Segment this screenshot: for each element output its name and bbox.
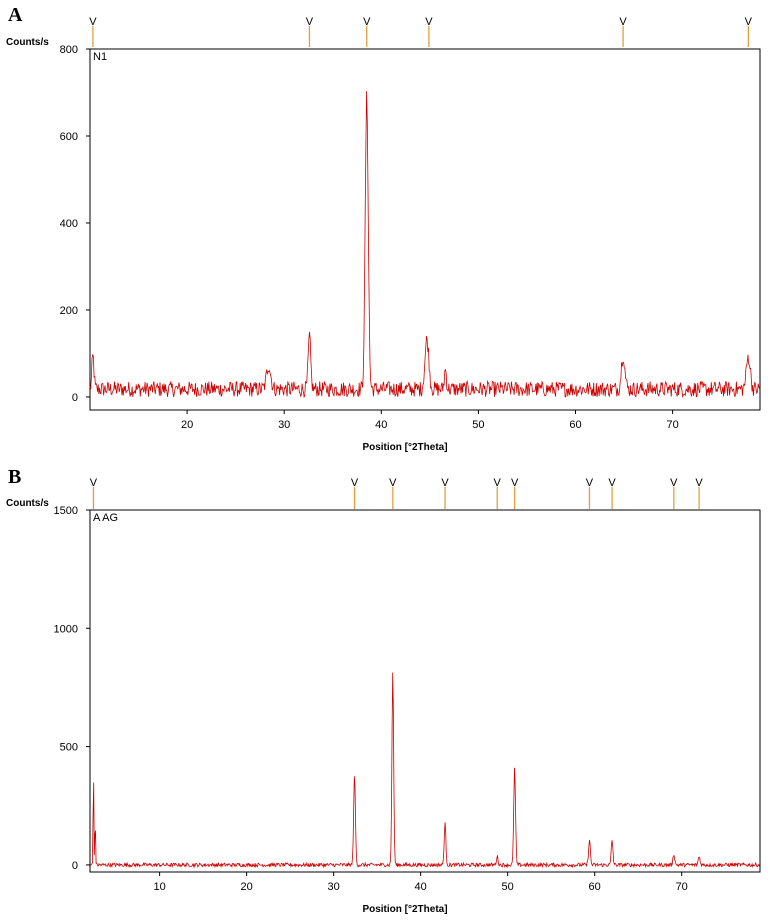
sample-label: A AG <box>93 512 118 524</box>
reference-marker-icon: V <box>389 477 397 489</box>
x-tick-label: 20 <box>181 419 193 431</box>
x-tick-label: 60 <box>569 419 581 431</box>
reference-marker-icon: V <box>306 16 314 28</box>
x-tick-label: 40 <box>415 881 427 893</box>
x-tick-label: 30 <box>278 419 290 431</box>
chart-panel-a: V V V V V V 0 200 400 600 800 20 30 40 50 60 70 Counts/s P… <box>6 16 761 453</box>
x-axis-label: Position [°2Theta] <box>362 904 447 915</box>
x-tick-label: 70 <box>666 419 678 431</box>
y-tick-label: 200 <box>60 305 78 317</box>
reference-marker-icon: V <box>363 16 371 28</box>
y-tick-label: 0 <box>72 860 78 872</box>
x-tick-label: 60 <box>589 881 601 893</box>
y-axis-label: Counts/s <box>6 37 49 48</box>
x-tick-label: 40 <box>375 419 387 431</box>
reference-marker-icon: V <box>425 16 433 28</box>
x-tick-label: 50 <box>472 419 484 431</box>
sample-label: N1 <box>93 51 107 63</box>
y-tick-label: 1500 <box>54 505 78 517</box>
y-tick-label: 500 <box>60 742 78 754</box>
y-tick-label: 800 <box>60 44 78 56</box>
x-axis-label: Position [°2Theta] <box>362 442 447 453</box>
panel-b-label: B <box>8 466 22 488</box>
x-tick-label: 30 <box>328 881 340 893</box>
y-tick-label: 600 <box>60 131 78 143</box>
reference-marker-icon: V <box>695 477 703 489</box>
reference-marker-icon: V <box>586 477 594 489</box>
reference-marker-icon: V <box>351 477 359 489</box>
y-tick-label: 1000 <box>54 623 78 635</box>
reference-marker-icon: V <box>89 16 97 28</box>
x-tick-label: 50 <box>502 881 514 893</box>
y-axis-label: Counts/s <box>6 498 49 509</box>
diffraction-trace <box>89 91 760 399</box>
reference-marker-icon: V <box>90 477 98 489</box>
x-tick-label: 10 <box>153 881 165 893</box>
reference-marker-icon: V <box>745 16 753 28</box>
x-tick-label: 20 <box>240 881 252 893</box>
y-tick-label: 400 <box>60 218 78 230</box>
reference-marker-icon: V <box>608 477 616 489</box>
plot-frame <box>89 509 761 873</box>
x-tick-label: 70 <box>676 881 688 893</box>
reference-marker-icon: V <box>619 16 627 28</box>
reference-marker-icon: V <box>670 477 678 489</box>
y-tick-label: 0 <box>72 392 78 404</box>
diffraction-trace <box>89 672 761 869</box>
reference-marker-icon: V <box>441 477 449 489</box>
reference-marker-icon: V <box>494 477 502 489</box>
reference-marker-icon: V <box>511 477 519 489</box>
plot-frame <box>89 48 761 411</box>
panel-a-label: A <box>8 4 23 26</box>
